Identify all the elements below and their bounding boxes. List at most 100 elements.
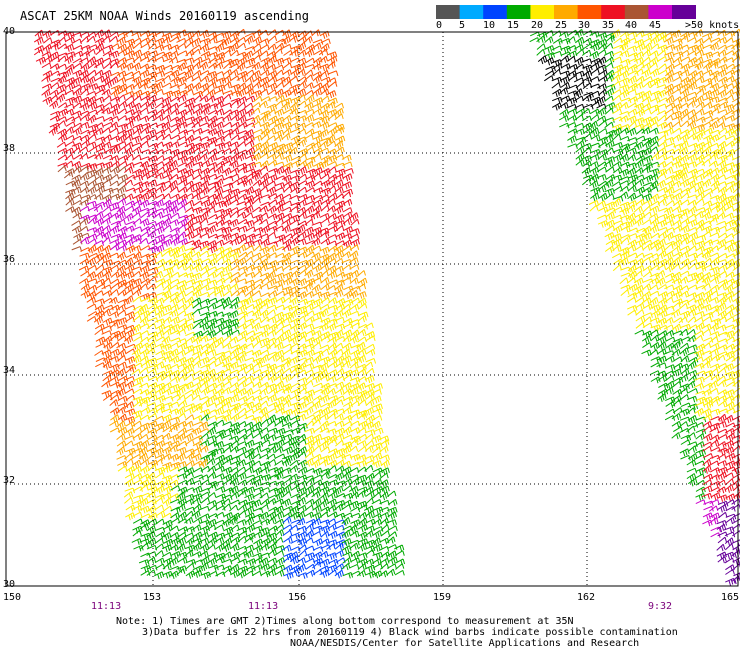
wind-barb — [245, 88, 255, 97]
wind-barb — [657, 213, 669, 221]
wind-barb — [223, 62, 233, 70]
wind-barb — [297, 446, 308, 455]
wind-barb — [252, 361, 263, 369]
wind-barb — [634, 159, 644, 168]
wind-barb — [296, 88, 307, 97]
wind-barb — [108, 311, 119, 319]
wind-barb — [342, 471, 352, 480]
legend-label: 10 — [483, 20, 496, 31]
wind-barb — [244, 290, 254, 298]
wind-barb — [140, 532, 151, 541]
wind-barb — [236, 244, 247, 252]
wind-barb — [251, 134, 263, 142]
wind-barb — [701, 408, 712, 417]
wind-barb — [162, 90, 174, 99]
wind-barb — [178, 238, 189, 247]
wind-barb — [199, 115, 210, 123]
wind-barb — [251, 290, 262, 297]
wind-barb — [725, 432, 736, 442]
wind-barb — [80, 270, 91, 277]
wind-barb — [251, 54, 261, 62]
wind-barb — [109, 399, 119, 407]
wind-barb — [132, 426, 142, 433]
wind-barb — [289, 296, 299, 306]
wind-barb — [365, 358, 377, 364]
wind-barb — [558, 87, 569, 95]
wind-barb — [41, 75, 51, 83]
wind-barb — [717, 344, 728, 352]
wind-barb — [155, 193, 166, 200]
wind-barb — [305, 337, 316, 345]
wind-barb — [221, 140, 232, 148]
wind-barb — [86, 48, 96, 56]
wind-barb — [198, 153, 208, 161]
wind-barb — [191, 215, 203, 223]
wind-barb — [64, 103, 75, 110]
wind-barb — [221, 355, 232, 364]
wind-barb — [604, 179, 614, 188]
wind-barb — [649, 161, 660, 168]
wind-barb — [199, 291, 210, 298]
wind-barb — [326, 101, 336, 109]
wind-barb — [259, 76, 270, 85]
wind-barb — [274, 380, 285, 390]
wind-barb — [192, 375, 203, 383]
wind-barb — [245, 524, 256, 533]
wind-barb — [191, 136, 202, 142]
wind-barb — [657, 341, 667, 351]
wind-barb — [320, 257, 330, 267]
wind-barb — [267, 55, 278, 64]
wind-barb — [191, 394, 201, 401]
wind-barb — [222, 114, 232, 122]
wind-barb — [612, 238, 623, 247]
wind-barb — [72, 95, 83, 104]
wind-barb — [124, 83, 135, 91]
wind-barb — [207, 310, 218, 318]
wind-barb — [229, 354, 240, 362]
wind-barb — [342, 335, 352, 343]
wind-barb — [627, 75, 637, 85]
wind-barb — [326, 323, 337, 332]
wind-barb — [176, 386, 186, 394]
wind-barb — [709, 152, 719, 160]
wind-barb — [215, 277, 226, 285]
wind-barb — [273, 466, 284, 475]
wind-barb — [717, 413, 727, 423]
wind-barb — [702, 413, 713, 421]
wind-barb — [101, 230, 112, 240]
wind-barb — [656, 84, 668, 90]
wind-barb — [208, 62, 218, 70]
wind-barb — [296, 438, 307, 446]
wind-barb — [626, 127, 637, 136]
wind-barb — [169, 466, 180, 473]
wind-barb — [695, 85, 707, 93]
wind-barb — [686, 50, 697, 57]
wind-barb — [296, 231, 307, 239]
wind-barb — [627, 264, 637, 274]
wind-barb — [214, 84, 226, 92]
wind-barb — [679, 250, 690, 258]
wind-barb — [95, 362, 106, 368]
wind-barb — [274, 334, 285, 344]
wind-barb — [288, 147, 298, 155]
wind-barb — [79, 153, 89, 160]
wind-barb — [341, 348, 351, 358]
wind-barb — [266, 368, 276, 376]
legend-label: 25 — [555, 20, 568, 31]
wind-barb — [123, 335, 134, 344]
wind-barb — [185, 146, 195, 156]
wind-barb — [116, 330, 127, 339]
wind-barb — [71, 76, 83, 85]
wind-barb — [566, 103, 577, 110]
wind-barb — [139, 427, 150, 434]
wind-barb — [252, 179, 262, 187]
wind-barb — [237, 479, 248, 487]
wind-barb — [132, 76, 142, 85]
wind-barb — [334, 225, 345, 232]
wind-barb — [349, 212, 359, 221]
wind-barb — [724, 205, 735, 212]
wind-barb — [716, 543, 726, 552]
wind-barb — [236, 466, 247, 473]
wind-barb — [206, 89, 216, 98]
wind-barb — [273, 193, 284, 201]
